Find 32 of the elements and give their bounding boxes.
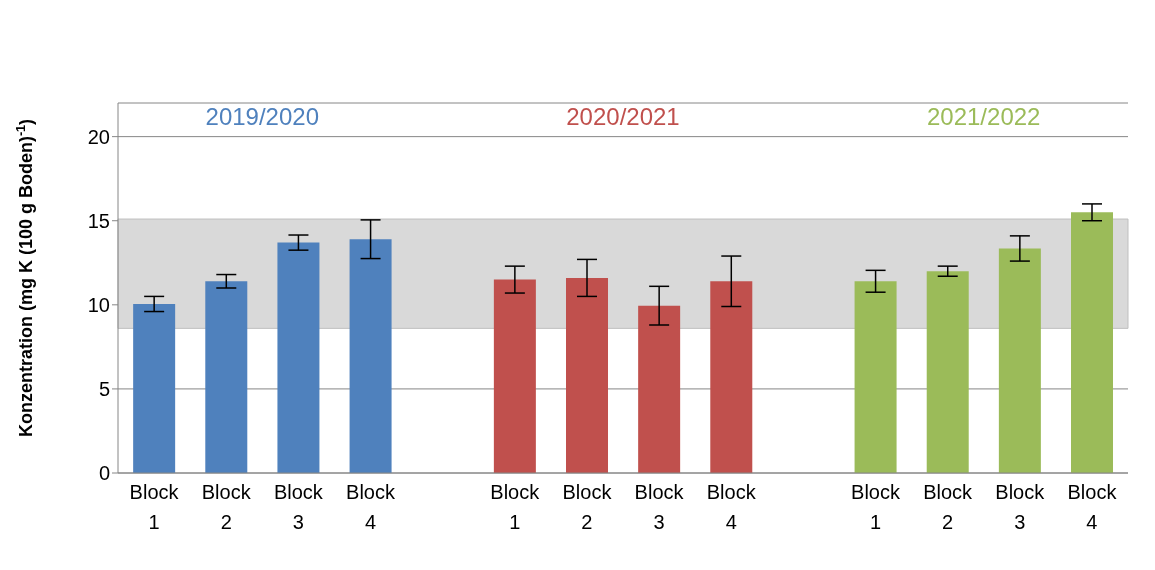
y-tick-label: 5 — [98, 378, 110, 401]
x-tick-label: Block 1 — [851, 481, 901, 533]
bar — [133, 303, 176, 473]
x-tick-label: Block 4 — [346, 481, 396, 533]
bar — [1071, 212, 1114, 473]
bar — [277, 242, 320, 473]
x-tick-label: Block 3 — [634, 481, 685, 533]
x-tick-label: Block 1 — [129, 481, 180, 533]
x-tick-label: Block 2 — [923, 481, 974, 533]
bar — [349, 239, 392, 473]
y-tick-label: 0 — [98, 462, 110, 485]
x-tick-label: Block 4 — [1067, 481, 1118, 533]
text: 2021/2022 — [925, 103, 1042, 131]
x-tick-label: Block 2 — [562, 481, 613, 533]
x-tick-label: Block 1 — [490, 481, 541, 533]
bar — [566, 277, 609, 473]
x-tick-label: Block 3 — [273, 481, 324, 533]
bar — [493, 279, 536, 473]
bar — [854, 281, 897, 473]
x-tick-label: Block 4 — [706, 481, 757, 533]
x-tick-label: Block 3 — [995, 481, 1046, 533]
bar — [926, 271, 969, 473]
y-tick-label: 20 — [87, 125, 110, 148]
bar — [998, 248, 1041, 473]
text: 2020/2021 — [565, 103, 681, 131]
text: 2019/2020 — [204, 103, 320, 131]
bar — [638, 305, 681, 473]
x-tick-label: Block 2 — [201, 481, 252, 533]
y-tick-label: 15 — [87, 209, 110, 232]
bar — [710, 281, 753, 473]
bar — [205, 281, 248, 473]
y-tick-label: 10 — [87, 293, 110, 316]
